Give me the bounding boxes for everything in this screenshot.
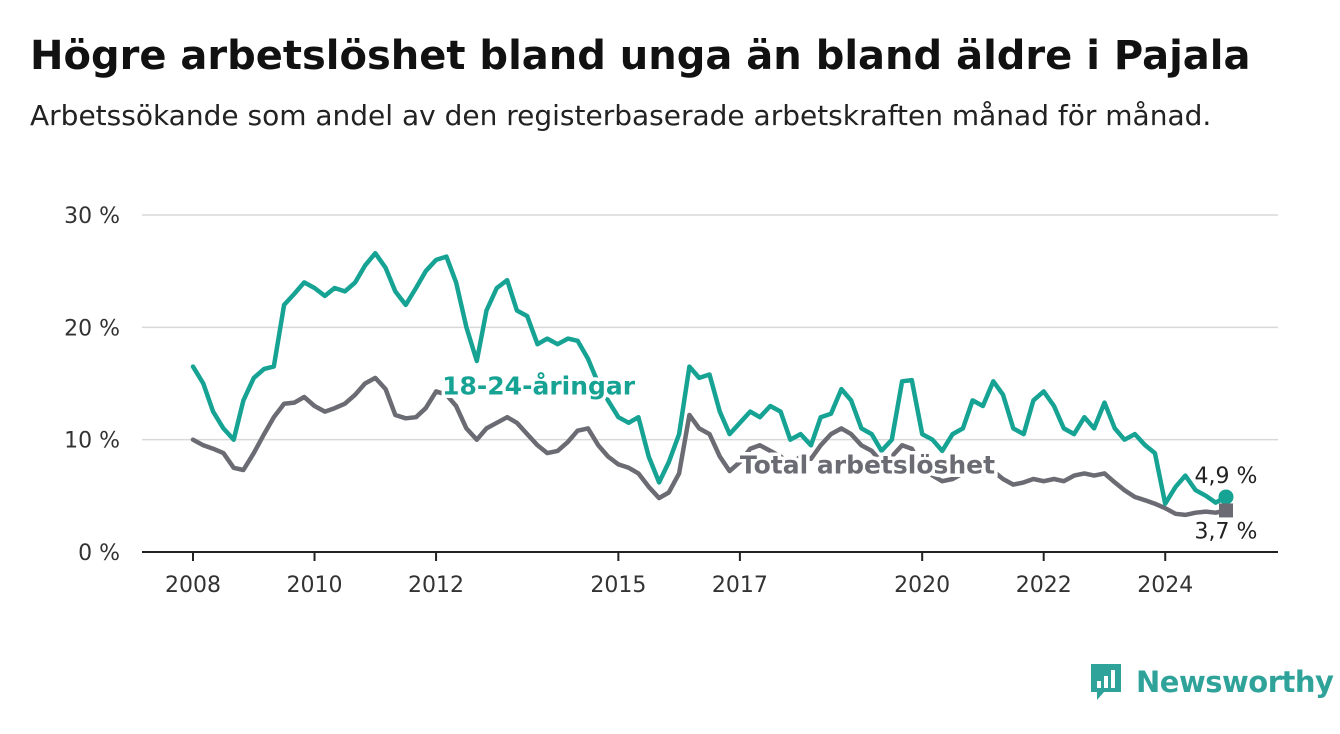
x-tick-label: 2010 xyxy=(287,573,343,598)
page-title: Högre arbetslöshet bland unga än bland ä… xyxy=(30,33,1251,79)
y-tick-label: 10 % xyxy=(64,429,120,454)
axes: 0 % 10 % 20 % 30 % 2008 2010 2012 2015 2017 2020 2… xyxy=(64,204,1278,598)
series-label-total: Total arbetslöshet xyxy=(740,450,995,479)
series-labels: 4,9 % 3,7 % 18-24-åringar Total arbetslöshe… xyxy=(439,368,1260,547)
end-marker-total xyxy=(1219,503,1233,518)
newsworthy-brand: Newsworthy xyxy=(1088,660,1334,704)
series-label-youth: 18-24-åringar xyxy=(442,372,636,401)
x-tick-label: 2012 xyxy=(408,573,464,598)
y-tick-label: 0 % xyxy=(78,541,120,566)
x-tick-label: 2024 xyxy=(1137,573,1193,598)
page-subtitle: Arbetssökande som andel av den registerb… xyxy=(30,99,1212,132)
end-label-total: 3,7 % xyxy=(1195,519,1258,544)
y-tick-label: 30 % xyxy=(64,204,120,229)
x-tick-label: 2015 xyxy=(590,573,646,598)
newsworthy-logo-icon xyxy=(1091,664,1121,700)
series-line-youth xyxy=(190,250,1229,506)
brand-name: Newsworthy xyxy=(1136,665,1334,699)
end-label-youth: 4,9 % xyxy=(1195,464,1258,489)
x-tick-label: 2008 xyxy=(165,573,221,598)
series-line-total xyxy=(190,375,1229,518)
x-tick-label: 2017 xyxy=(712,573,768,598)
x-tick-label: 2020 xyxy=(894,573,950,598)
end-marker-youth xyxy=(1218,489,1234,505)
y-tick-label: 20 % xyxy=(64,316,120,341)
x-tick-label: 2022 xyxy=(1016,573,1072,598)
series-lines xyxy=(190,250,1229,518)
